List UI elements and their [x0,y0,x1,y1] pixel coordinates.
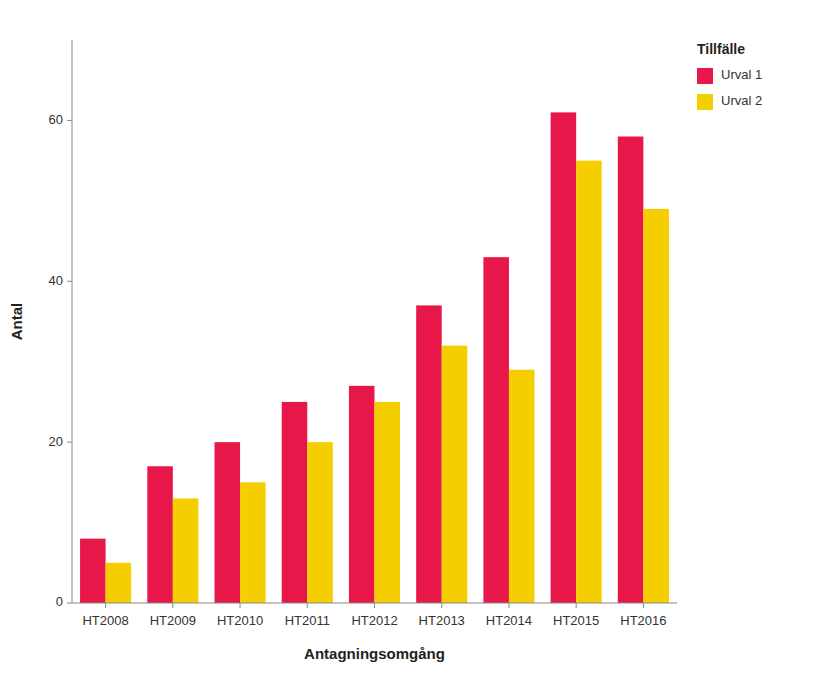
bar [375,402,401,603]
bar [618,137,644,603]
bar [551,112,577,603]
chart: 0 20 40 60 HT2008 HT2009 HT2010 HT2011 HT2012 HT2… [0,0,827,687]
x-tick [576,603,577,608]
x-tick [441,603,442,608]
bar [147,466,173,603]
y-tick-label: 20 [49,434,63,449]
y-tick [67,603,72,604]
x-tick-label: HT2016 [620,613,666,628]
bar [240,482,266,603]
legend-swatch [697,68,713,84]
x-tick-label: HT2010 [217,613,263,628]
y-axis-line [72,40,73,603]
x-tick-label: HT2011 [285,613,330,628]
bar [442,346,468,603]
y-tick [67,281,72,282]
legend: Tillfälle Urval 1 Urval 2 [697,41,762,110]
legend-title: Tillfälle [697,41,745,57]
bar [483,257,509,603]
x-tick [240,603,241,608]
x-tick-label: HT2012 [351,613,397,628]
bar [282,402,308,603]
bar [106,563,132,603]
x-tick [105,603,106,608]
bar [307,442,333,603]
x-tick-label: HT2015 [553,613,599,628]
x-tick-label: HT2009 [150,613,196,628]
y-axis-label: Antal [8,303,25,341]
bar [173,498,199,603]
bar [215,442,241,603]
legend-label: Urval 1 [721,67,762,82]
y-tick-label: 60 [49,112,63,127]
bars [80,112,669,603]
bar [349,386,375,603]
y-tick [67,120,72,121]
y-tick-label: 40 [49,273,63,288]
x-tick-label: HT2008 [82,613,128,628]
bar [643,209,669,603]
x-tick [374,603,375,608]
y-tick-label: 0 [56,594,63,609]
x-tick [172,603,173,608]
x-tick [643,603,644,608]
bar [80,539,106,603]
x-tick-label: HT2013 [419,613,465,628]
bar [576,161,602,603]
x-axis-label: Antagningsomgång [304,645,445,662]
y-tick [67,442,72,443]
bar [416,305,442,603]
x-tick-label: HT2014 [486,613,532,628]
legend-label: Urval 2 [721,93,762,108]
legend-swatch [697,94,713,110]
bar [509,370,535,603]
x-tick [508,603,509,608]
x-tick [307,603,308,608]
